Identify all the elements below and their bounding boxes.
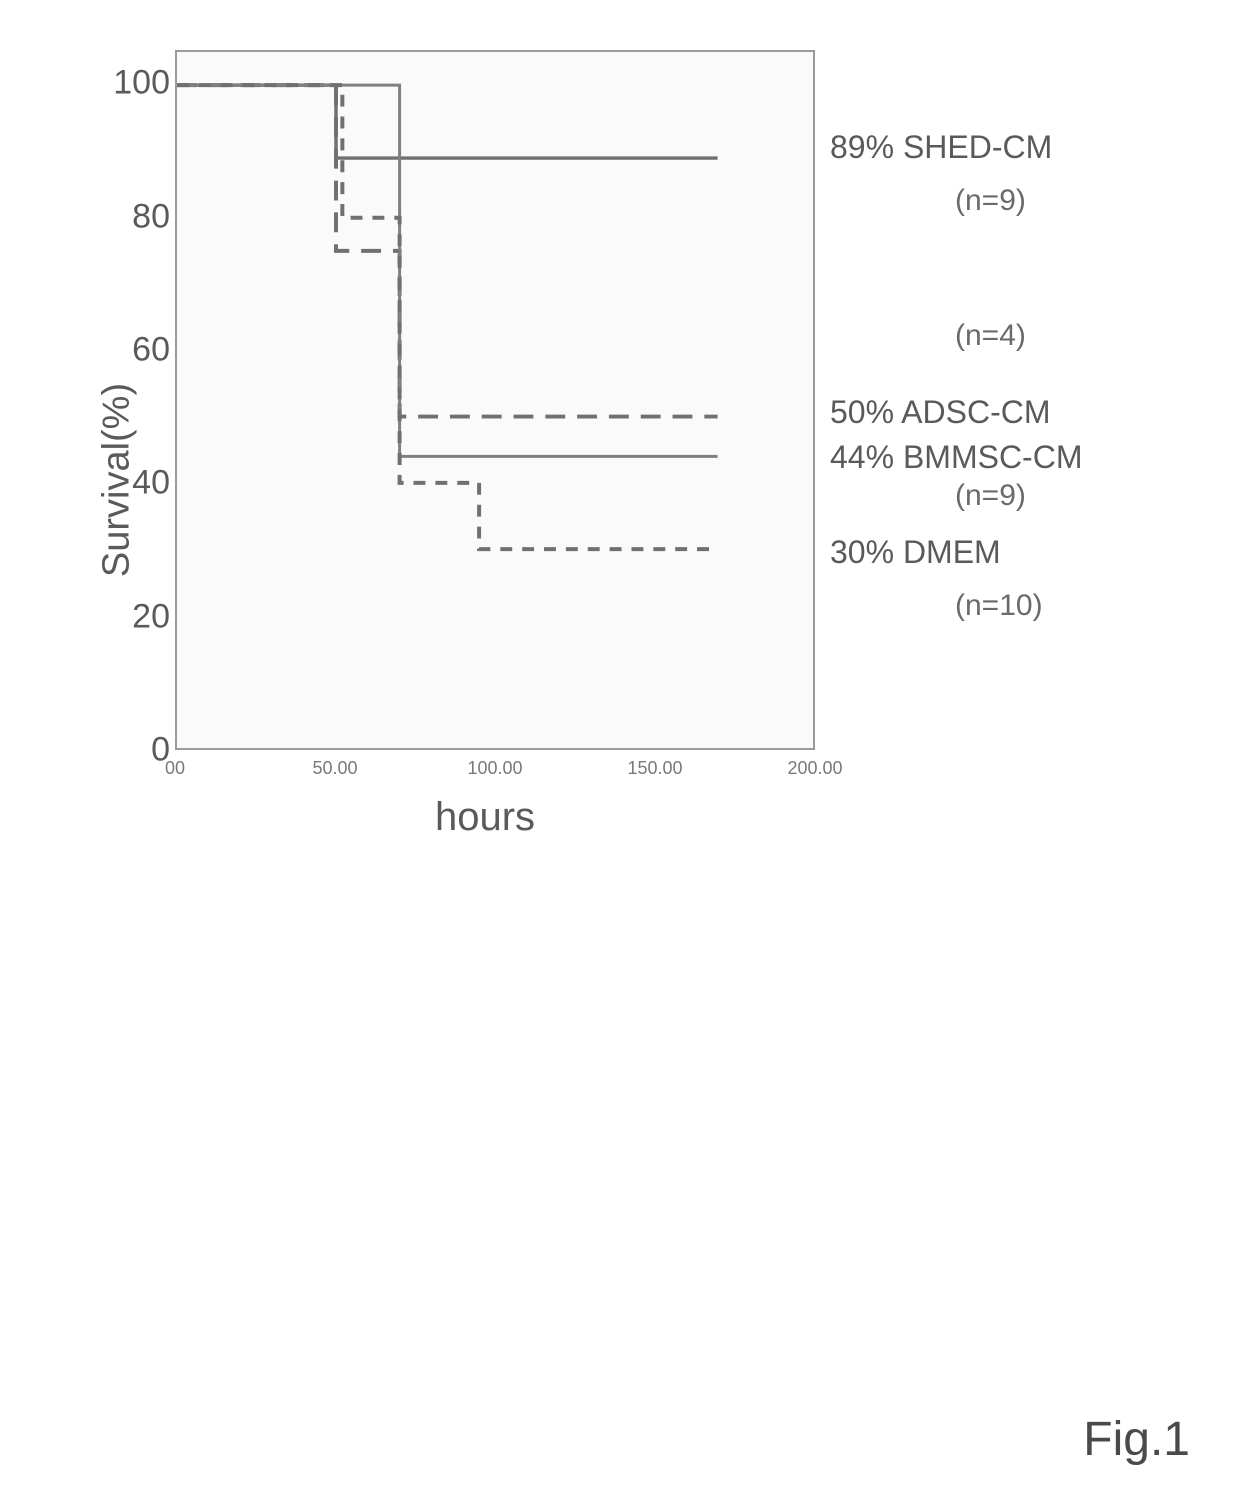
- series-n-adsc-cm: (n=4): [955, 319, 1026, 353]
- y-tick: 0: [100, 731, 170, 770]
- x-tick: 50.00: [312, 758, 357, 779]
- y-tick: 80: [100, 197, 170, 236]
- series-line-shed-cm: [177, 85, 718, 158]
- series-line-bmmsc-cm: [177, 85, 718, 456]
- x-tick: 200.00: [787, 758, 842, 779]
- figure-label: Fig.1: [1083, 1412, 1190, 1467]
- y-tick: 60: [100, 331, 170, 370]
- series-label-bmmsc-cm: 44% BMMSC-CM: [830, 439, 1082, 476]
- series-n-shed-cm: (n=9): [955, 184, 1026, 218]
- series-label-dmem: 30% DMEM: [830, 534, 1001, 571]
- x-tick: 150.00: [627, 758, 682, 779]
- y-tick: 100: [100, 64, 170, 103]
- series-label-adsc-cm: 50% ADSC-CM: [830, 394, 1051, 431]
- series-line-adsc-cm: [177, 85, 718, 416]
- x-tick: 100.00: [467, 758, 522, 779]
- survival-chart: Survival(%) 020406080100 0050.00100.0015…: [40, 30, 1190, 930]
- series-n-dmem: (n=10): [955, 589, 1043, 623]
- series-line-dmem: [177, 85, 718, 549]
- x-axis-label: hours: [435, 795, 535, 840]
- y-tick: 20: [100, 597, 170, 636]
- plot-area: [175, 50, 815, 750]
- chart-lines: [177, 52, 813, 748]
- series-n-bmmsc-cm: (n=9): [955, 479, 1026, 513]
- x-tick: 00: [165, 758, 185, 779]
- series-label-shed-cm: 89% SHED-CM: [830, 129, 1052, 166]
- y-tick: 40: [100, 464, 170, 503]
